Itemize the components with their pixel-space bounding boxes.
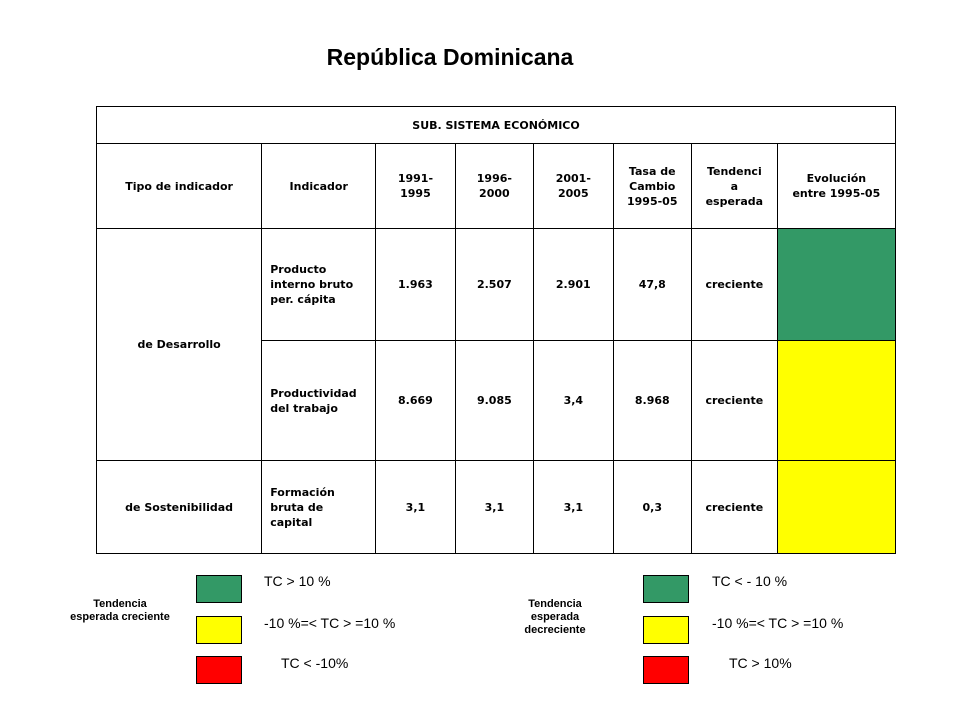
legend-swatch-yellow — [196, 616, 242, 644]
legend-swatch-yellow — [643, 616, 689, 644]
group-label-sostenibilidad: de Sostenibilidad — [95, 460, 263, 554]
value-1996-2000: 9.085 — [454, 340, 535, 461]
legend-swatch-red — [643, 656, 689, 684]
legend-item: TC > 10 % — [264, 573, 331, 589]
evolution-color-cell — [776, 228, 897, 341]
value-2001-2005: 3,1 — [533, 460, 614, 554]
legend-swatch-red — [196, 656, 242, 684]
legend-item: TC > 10% — [729, 655, 792, 671]
header-cell: 2001- 2005 — [533, 143, 614, 229]
legend-swatch-green — [643, 575, 689, 603]
header-cell: Tendenci a esperada — [690, 143, 778, 229]
indicator-name: Formación bruta de capital — [261, 460, 377, 554]
header-cell: 1991- 1995 — [375, 143, 456, 229]
value-1991-1995: 8.669 — [375, 340, 456, 461]
header-cell: Tipo de indicador — [95, 143, 263, 229]
legend-item: -10 %=< TC > =10 % — [264, 615, 396, 631]
expected-trend: creciente — [690, 340, 778, 461]
evolution-color-cell — [776, 460, 897, 554]
evolution-color-cell — [776, 340, 897, 461]
value-2001-2005: 3,4 — [533, 340, 614, 461]
group-label-desarrollo: de Desarrollo — [95, 228, 263, 461]
legend-swatch-green — [196, 575, 242, 603]
legend-increasing-label: Tendencia esperada creciente — [70, 598, 170, 623]
legend-item: TC < -10% — [281, 655, 349, 671]
legend-decreasing-label: Tendencia esperada decreciente — [524, 598, 586, 636]
header-cell: Evolución entre 1995-05 — [776, 143, 897, 229]
subsystem-caption: SUB. SISTEMA ECONÓMICO — [96, 106, 896, 144]
legend-item: -10 %=< TC > =10 % — [712, 615, 844, 631]
expected-trend: creciente — [690, 460, 778, 554]
value-1996-2000: 3,1 — [454, 460, 535, 554]
indicator-table: SUB. SISTEMA ECONÓMICO Tipo de indicador… — [95, 106, 897, 554]
indicator-name: Productividad del trabajo — [261, 340, 377, 461]
value-1991-1995: 3,1 — [375, 460, 456, 554]
value-1991-1995: 1.963 — [375, 228, 456, 341]
legend-item: TC < - 10 % — [712, 573, 788, 589]
header-cell: 1996- 2000 — [454, 143, 535, 229]
change-rate: 0,3 — [612, 460, 692, 554]
page-title: República Dominicana — [326, 44, 574, 70]
value-1996-2000: 2.507 — [454, 228, 535, 341]
change-rate: 8.968 — [612, 340, 692, 461]
change-rate: 47,8 — [612, 228, 692, 341]
header-cell: Tasa de Cambio 1995-05 — [612, 143, 692, 229]
value-2001-2005: 2.901 — [533, 228, 614, 341]
header-cell: Indicador — [261, 143, 377, 229]
expected-trend: creciente — [690, 228, 778, 341]
indicator-name: Producto interno bruto per. cápita — [261, 228, 377, 341]
